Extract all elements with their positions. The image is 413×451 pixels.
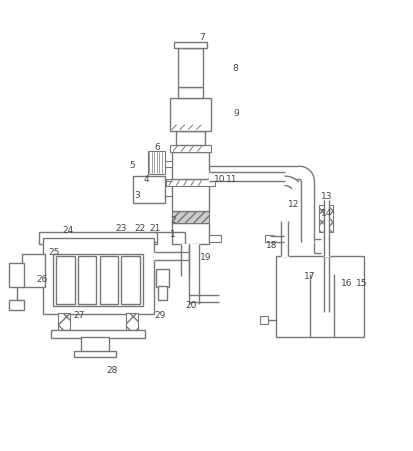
Bar [178, 87, 202, 97]
Text: 16: 16 [340, 279, 352, 288]
Bar [166, 179, 215, 186]
Bar [81, 336, 109, 353]
Text: 24: 24 [62, 226, 74, 235]
Bar [172, 152, 209, 179]
Bar [172, 211, 209, 223]
Text: 18: 18 [266, 241, 277, 250]
Bar [176, 130, 204, 145]
Text: 6: 6 [154, 143, 159, 152]
Polygon shape [285, 176, 297, 188]
Bar [157, 286, 166, 299]
Bar [51, 330, 145, 338]
Bar [9, 262, 24, 287]
Bar [58, 313, 70, 331]
Text: 17: 17 [303, 272, 315, 281]
Text: 26: 26 [36, 275, 47, 284]
Bar [323, 231, 328, 237]
Bar [125, 313, 138, 331]
Bar [121, 256, 140, 304]
Text: 5: 5 [129, 161, 135, 170]
Bar [170, 97, 211, 130]
Polygon shape [299, 166, 313, 181]
Bar [39, 232, 157, 244]
Text: 9: 9 [233, 109, 239, 118]
Bar [164, 161, 172, 167]
Text: 29: 29 [154, 312, 165, 321]
Text: 1: 1 [170, 230, 176, 239]
Text: 15: 15 [355, 279, 366, 288]
Text: 8: 8 [232, 64, 237, 73]
Bar [172, 182, 209, 211]
Bar [264, 235, 273, 242]
Text: 23: 23 [115, 224, 126, 233]
Text: 3: 3 [134, 191, 140, 200]
Text: 10: 10 [213, 175, 225, 184]
Bar [178, 48, 202, 87]
Bar [174, 42, 206, 48]
Text: 20: 20 [185, 301, 196, 310]
Bar [22, 254, 45, 287]
Bar [78, 256, 96, 304]
Bar [53, 254, 143, 306]
Text: 2: 2 [170, 216, 176, 225]
Bar [155, 269, 169, 287]
Text: 27: 27 [73, 312, 84, 321]
Bar [209, 235, 221, 242]
Bar [56, 256, 74, 304]
Bar [323, 200, 328, 205]
Bar [172, 223, 209, 244]
Text: 28: 28 [107, 366, 118, 375]
Text: 19: 19 [200, 253, 211, 262]
Text: 25: 25 [48, 248, 59, 257]
Bar [318, 205, 332, 232]
Text: 13: 13 [320, 192, 331, 201]
Text: 7: 7 [198, 32, 204, 41]
Text: 12: 12 [287, 200, 298, 209]
Bar [43, 238, 153, 314]
Bar [148, 152, 164, 174]
Bar [133, 176, 165, 203]
Bar [170, 145, 211, 152]
Bar [275, 256, 363, 336]
Bar [74, 351, 116, 357]
Text: 21: 21 [149, 224, 160, 233]
Text: 4: 4 [143, 175, 149, 184]
Bar [100, 256, 118, 304]
Bar [260, 316, 267, 324]
Text: 11: 11 [225, 175, 237, 184]
Text: 14: 14 [320, 209, 331, 218]
Text: 22: 22 [135, 224, 146, 233]
Bar [9, 299, 24, 310]
